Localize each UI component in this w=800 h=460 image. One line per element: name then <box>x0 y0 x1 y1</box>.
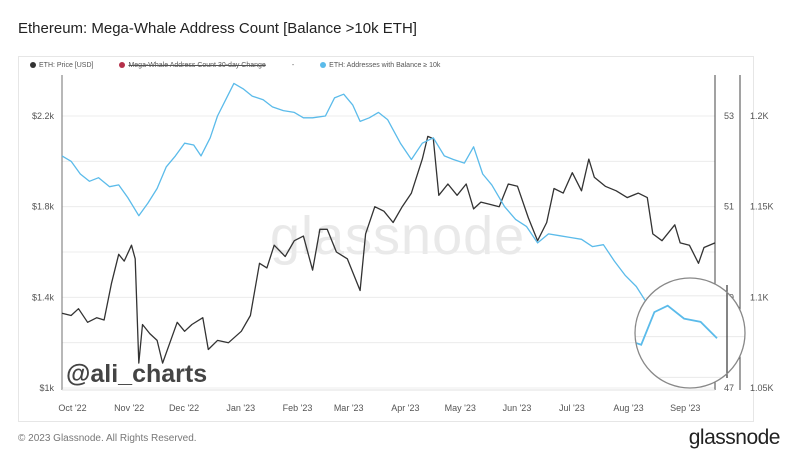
x-tick-label: Aug '23 <box>613 403 643 413</box>
x-tick-label: Feb '23 <box>283 403 313 413</box>
legend-label: ETH: Addresses with Balance ≥ 10k <box>329 62 441 69</box>
glassnode-logo: glassnode <box>688 426 781 449</box>
y-right2-tick-label: 1.15K <box>750 202 774 212</box>
y-right2-tick-label: 1.1K <box>750 292 769 302</box>
y-right1-tick-label: 51 <box>724 202 734 212</box>
magnifier-background <box>635 278 745 388</box>
price-line <box>61 135 716 364</box>
legend-dot-icon <box>119 62 126 68</box>
y-right1-tick-label: 47 <box>724 383 734 393</box>
legend-label: ETH: Price [USD] <box>39 62 94 69</box>
copyright: © 2023 Glassnode. All Rights Reserved. <box>18 433 197 444</box>
x-tick-label: Sep '23 <box>670 403 700 413</box>
addresses-line <box>61 82 716 326</box>
x-tick-label: Jul '23 <box>559 403 585 413</box>
x-tick-label: Apr '23 <box>391 403 419 413</box>
legend-item-addresses[interactable]: ETH: Addresses with Balance ≥ 10k <box>320 62 440 69</box>
magnifier-circle <box>634 277 746 389</box>
x-tick-label: Mar '23 <box>334 403 364 413</box>
y-left-tick-label: $2.2k <box>32 111 55 121</box>
x-tick-label: Dec '22 <box>169 403 199 413</box>
legend-dot-icon <box>30 62 36 68</box>
legend-label: Mega-Whale Address Count 30-day Change <box>128 62 266 69</box>
legend-item-price[interactable]: ETH: Price [USD] <box>30 62 93 69</box>
author-handle: @ali_charts <box>66 360 208 388</box>
legend: ETH: Price [USD] Mega-Whale Address Coun… <box>30 62 440 69</box>
magnifier-addresses-line <box>635 278 718 346</box>
x-tick-label: Oct '22 <box>58 403 86 413</box>
y-right2-tick-label: 1.2K <box>750 111 769 121</box>
y-left-tick-label: $1.4k <box>32 292 55 302</box>
x-tick-label: Jun '23 <box>503 403 532 413</box>
x-tick-label: Jan '23 <box>226 403 255 413</box>
legend-item-dash: - <box>291 62 295 69</box>
y-left-tick-label: $1.8k <box>32 202 55 212</box>
legend-item-30day-change[interactable]: Mega-Whale Address Count 30-day Change <box>119 62 266 69</box>
chart-title: Ethereum: Mega-Whale Address Count [Bala… <box>18 20 417 37</box>
y-right2-tick-label: 1.05K <box>750 383 774 393</box>
legend-dot-icon <box>320 62 327 68</box>
chart-card <box>18 56 754 422</box>
x-tick-label: Nov '22 <box>114 403 144 413</box>
y-left-tick-label: $1k <box>39 383 54 393</box>
y-right1-tick-label: 53 <box>724 111 734 121</box>
x-tick-label: May '23 <box>445 403 476 413</box>
